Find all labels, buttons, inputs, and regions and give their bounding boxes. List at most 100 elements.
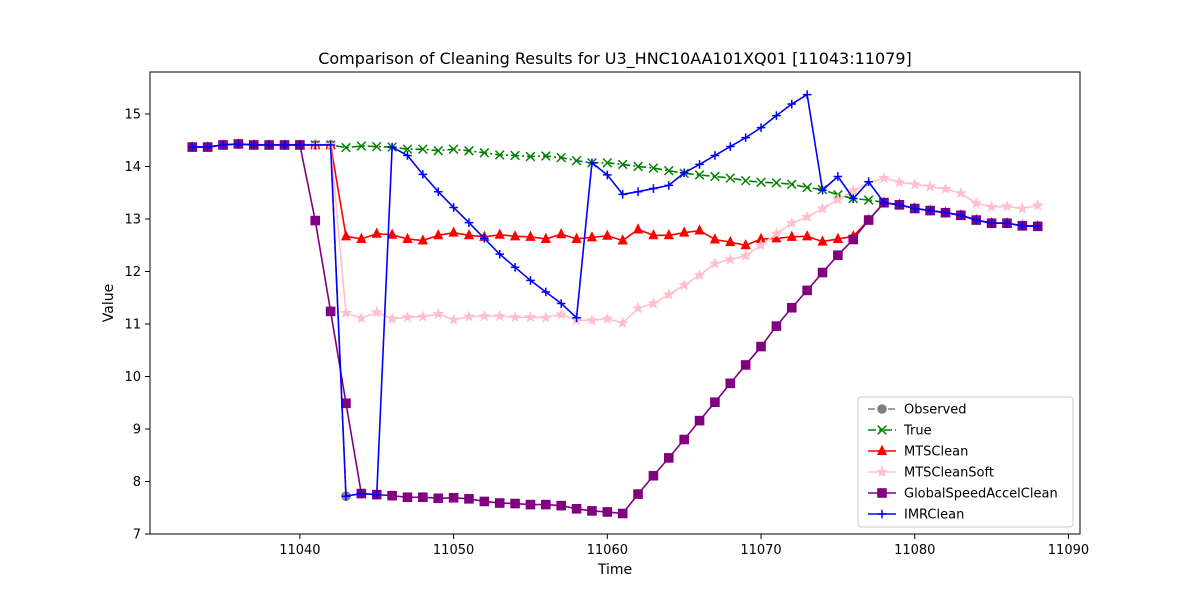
data-point <box>832 232 844 243</box>
data-point <box>710 151 720 160</box>
data-point <box>694 170 705 180</box>
data-point <box>741 133 750 142</box>
data-point <box>971 215 981 225</box>
legend-box <box>857 396 1074 528</box>
data-point <box>464 494 474 504</box>
x-tick-label: 11070 <box>740 543 781 558</box>
data-point <box>863 195 874 205</box>
data-point <box>556 299 566 308</box>
legend-marker <box>877 425 887 435</box>
series-globalspeedaccelclean <box>187 139 1043 519</box>
data-point <box>464 218 474 227</box>
data-point <box>402 232 413 243</box>
y-tick-label: 9 <box>133 423 141 438</box>
data-point <box>402 144 413 155</box>
data-point <box>710 171 720 182</box>
data-point <box>586 231 598 242</box>
data-point <box>695 160 704 169</box>
data-point <box>494 498 505 508</box>
x-axis-label: Time <box>597 562 632 578</box>
data-point <box>771 321 782 331</box>
data-point <box>1031 199 1044 211</box>
data-point <box>648 163 659 173</box>
data-point <box>479 148 490 158</box>
y-tick-label: 15 <box>124 108 141 123</box>
data-point <box>416 310 429 322</box>
data-point <box>616 316 629 329</box>
data-point <box>802 182 812 193</box>
data-point <box>187 142 197 152</box>
data-point <box>203 142 212 152</box>
data-point <box>448 492 459 503</box>
data-point <box>448 144 459 155</box>
data-point <box>402 492 413 503</box>
data-point <box>572 313 581 322</box>
x-tick-label: 11040 <box>279 543 320 558</box>
data-point <box>571 155 582 166</box>
data-point <box>725 142 735 151</box>
data-point <box>648 470 659 481</box>
data-point <box>387 490 397 501</box>
legend-marker <box>877 509 887 519</box>
data-point <box>925 206 935 215</box>
data-point <box>985 200 998 213</box>
data-point <box>509 230 521 241</box>
data-point <box>525 499 536 510</box>
data-point <box>462 310 475 322</box>
legend-marker <box>877 488 887 498</box>
data-point <box>847 184 860 196</box>
legend-label: Observed <box>904 403 967 418</box>
legend-marker <box>876 444 888 455</box>
data-point <box>386 312 399 324</box>
data-point <box>818 185 827 195</box>
data-point <box>433 229 444 240</box>
data-point <box>910 204 920 213</box>
data-point <box>234 139 243 149</box>
legend-item: Observed <box>868 403 967 418</box>
data-point <box>494 228 505 239</box>
data-point <box>601 312 614 324</box>
data-point <box>310 140 320 150</box>
data-point <box>786 230 797 241</box>
axes-frame <box>149 71 1081 535</box>
data-point <box>525 151 536 162</box>
data-point <box>833 172 843 181</box>
data-point <box>417 234 428 245</box>
data-point <box>371 141 382 152</box>
x-tick-label: 11050 <box>433 543 474 558</box>
data-point <box>708 257 721 269</box>
data-point <box>848 194 858 203</box>
data-point <box>617 159 628 170</box>
data-point <box>954 186 967 199</box>
data-point <box>370 306 383 318</box>
legend-label: GlobalSpeedAccelClean <box>904 487 1058 502</box>
data-point <box>908 178 921 190</box>
data-point <box>678 278 691 291</box>
data-point <box>403 151 412 160</box>
data-point <box>280 140 289 150</box>
data-point <box>355 311 368 324</box>
plot-area: 11040 11050 11060 11070 11080 11090 7 8 9 10 11 12 1… <box>124 71 1089 558</box>
data-point <box>1002 218 1012 228</box>
legend-label: IMRClean <box>904 508 964 523</box>
data-point <box>863 215 874 225</box>
data-point <box>755 238 768 251</box>
data-point <box>787 99 797 109</box>
series-true <box>187 139 889 208</box>
data-point <box>326 140 335 150</box>
data-point <box>694 415 705 426</box>
data-point <box>772 111 781 120</box>
data-point <box>449 203 458 212</box>
data-point <box>924 180 937 192</box>
data-point <box>556 228 567 239</box>
data-point <box>663 229 674 240</box>
data-point <box>633 489 643 499</box>
data-point <box>526 276 535 285</box>
data-point <box>724 253 737 265</box>
data-point <box>1033 222 1043 231</box>
data-point <box>401 310 414 323</box>
y-tick-label: 13 <box>124 213 141 228</box>
data-point <box>341 398 351 409</box>
